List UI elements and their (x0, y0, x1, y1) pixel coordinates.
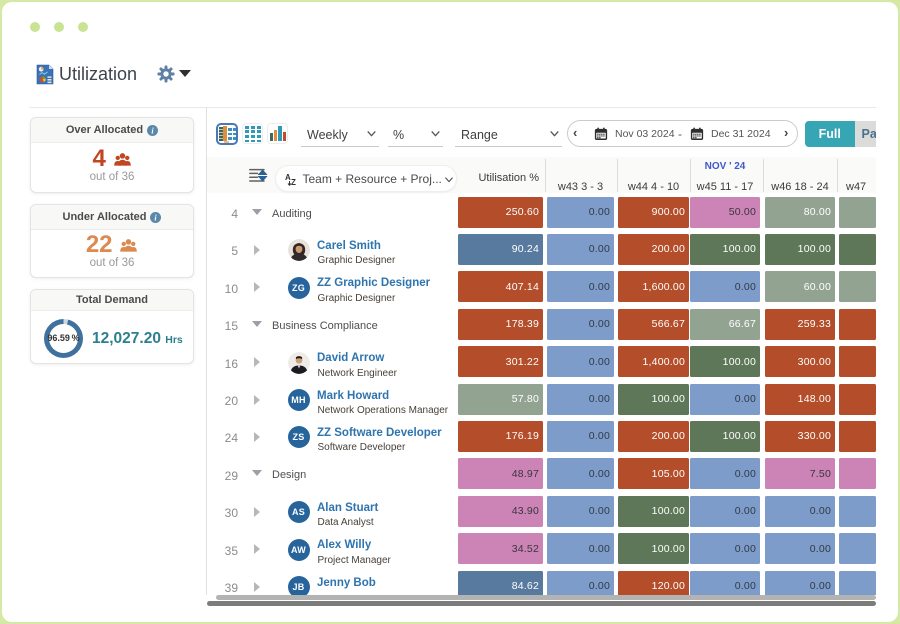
svg-text:i: i (151, 126, 154, 135)
svg-text:i: i (155, 213, 158, 222)
svg-text:Z: Z (291, 178, 296, 186)
svg-text:A: A (285, 173, 291, 182)
